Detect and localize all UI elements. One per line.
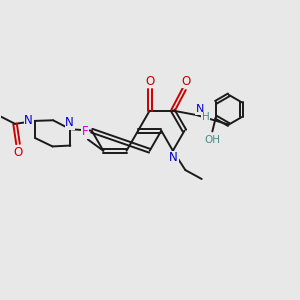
Text: OH: OH — [204, 135, 220, 145]
Text: N: N — [65, 116, 74, 129]
Text: O: O — [181, 75, 190, 88]
Text: N: N — [195, 104, 204, 114]
Text: H: H — [202, 112, 209, 122]
Text: N: N — [24, 114, 33, 128]
Text: O: O — [145, 75, 154, 88]
Text: O: O — [14, 146, 23, 159]
Text: F: F — [82, 125, 88, 138]
Text: N: N — [169, 152, 178, 164]
